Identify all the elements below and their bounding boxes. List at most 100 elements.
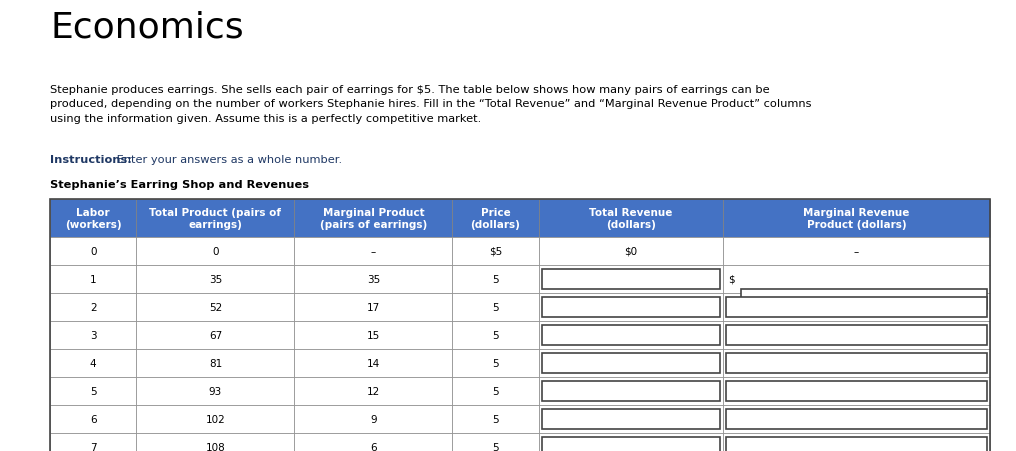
Text: 5: 5 xyxy=(492,274,499,285)
Bar xyxy=(50,377,136,405)
Text: 35: 35 xyxy=(367,274,380,285)
Bar xyxy=(726,325,987,345)
Text: 2: 2 xyxy=(90,302,97,312)
Bar xyxy=(723,265,990,293)
Bar xyxy=(542,437,720,451)
Text: 17: 17 xyxy=(367,302,380,312)
Text: 5: 5 xyxy=(492,330,499,340)
Bar xyxy=(136,293,295,321)
Text: 15: 15 xyxy=(367,330,380,340)
Text: 4: 4 xyxy=(90,358,97,368)
Bar xyxy=(452,238,538,265)
Bar xyxy=(295,405,452,433)
Text: 14: 14 xyxy=(367,358,380,368)
Bar xyxy=(726,409,987,429)
Bar xyxy=(452,377,538,405)
Bar xyxy=(542,409,720,429)
Bar xyxy=(50,265,136,293)
Bar xyxy=(50,293,136,321)
Bar xyxy=(726,353,987,373)
Bar xyxy=(538,377,723,405)
Text: 5: 5 xyxy=(90,386,97,396)
Bar xyxy=(542,297,720,318)
Text: 3: 3 xyxy=(90,330,97,340)
Text: 1: 1 xyxy=(90,274,97,285)
Bar xyxy=(538,293,723,321)
Text: 81: 81 xyxy=(209,358,223,368)
Bar xyxy=(726,437,987,451)
Bar xyxy=(723,433,990,451)
Bar xyxy=(50,199,990,451)
Bar xyxy=(538,265,723,293)
Bar xyxy=(50,199,136,238)
Text: –: – xyxy=(853,246,860,257)
Text: 5: 5 xyxy=(492,442,499,451)
Bar xyxy=(452,265,538,293)
Bar xyxy=(452,293,538,321)
Bar xyxy=(295,349,452,377)
Bar xyxy=(726,297,987,318)
Bar xyxy=(50,238,136,265)
Bar xyxy=(50,405,136,433)
Bar xyxy=(723,321,990,349)
Bar xyxy=(542,381,720,401)
Bar xyxy=(136,405,295,433)
Bar xyxy=(452,405,538,433)
Bar xyxy=(295,433,452,451)
Text: 52: 52 xyxy=(209,302,223,312)
Text: 5: 5 xyxy=(492,414,499,424)
Text: 0: 0 xyxy=(90,246,97,257)
Bar xyxy=(50,321,136,349)
Text: 0: 0 xyxy=(212,246,218,257)
Bar xyxy=(542,269,720,290)
Bar xyxy=(295,293,452,321)
Text: Marginal Revenue
Product (dollars): Marginal Revenue Product (dollars) xyxy=(804,207,909,230)
Bar xyxy=(538,433,723,451)
Text: 9: 9 xyxy=(370,414,377,424)
Text: 102: 102 xyxy=(205,414,226,424)
Bar xyxy=(452,199,538,238)
Bar xyxy=(723,405,990,433)
Text: 6: 6 xyxy=(370,442,377,451)
Bar xyxy=(723,377,990,405)
Text: Economics: Economics xyxy=(50,10,244,44)
Bar xyxy=(723,349,990,377)
Text: Labor
(workers): Labor (workers) xyxy=(65,207,122,230)
Text: $0: $0 xyxy=(625,246,637,257)
Bar xyxy=(50,433,136,451)
Bar xyxy=(295,238,452,265)
Bar xyxy=(741,290,987,309)
Text: Total Revenue
(dollars): Total Revenue (dollars) xyxy=(589,207,673,230)
Text: $5: $5 xyxy=(489,246,502,257)
Text: Price
(dollars): Price (dollars) xyxy=(470,207,520,230)
Bar xyxy=(295,321,452,349)
Text: 67: 67 xyxy=(209,330,223,340)
Text: 35: 35 xyxy=(209,274,223,285)
Bar xyxy=(452,433,538,451)
Bar xyxy=(295,377,452,405)
Text: Stephanie’s Earring Shop and Revenues: Stephanie’s Earring Shop and Revenues xyxy=(50,179,309,189)
Text: 108: 108 xyxy=(205,442,226,451)
Bar xyxy=(50,349,136,377)
Bar xyxy=(723,199,990,238)
Text: –: – xyxy=(371,246,376,257)
Bar xyxy=(295,265,452,293)
Bar xyxy=(538,199,723,238)
Bar xyxy=(538,238,723,265)
Bar xyxy=(136,349,295,377)
Bar xyxy=(538,321,723,349)
Bar xyxy=(723,238,990,265)
Bar xyxy=(136,433,295,451)
Text: 6: 6 xyxy=(90,414,97,424)
Bar xyxy=(452,349,538,377)
Text: 5: 5 xyxy=(492,302,499,312)
Text: 12: 12 xyxy=(367,386,380,396)
Text: Enter your answers as a whole number.: Enter your answers as a whole number. xyxy=(113,155,342,165)
Text: Stephanie produces earrings. She sells each pair of earrings for $5. The table b: Stephanie produces earrings. She sells e… xyxy=(50,85,812,124)
Bar xyxy=(538,349,723,377)
Text: Marginal Product
(pairs of earrings): Marginal Product (pairs of earrings) xyxy=(320,207,427,230)
Text: 5: 5 xyxy=(492,386,499,396)
Bar xyxy=(452,321,538,349)
Bar xyxy=(136,265,295,293)
Text: Total Product (pairs of
earrings): Total Product (pairs of earrings) xyxy=(149,207,281,230)
